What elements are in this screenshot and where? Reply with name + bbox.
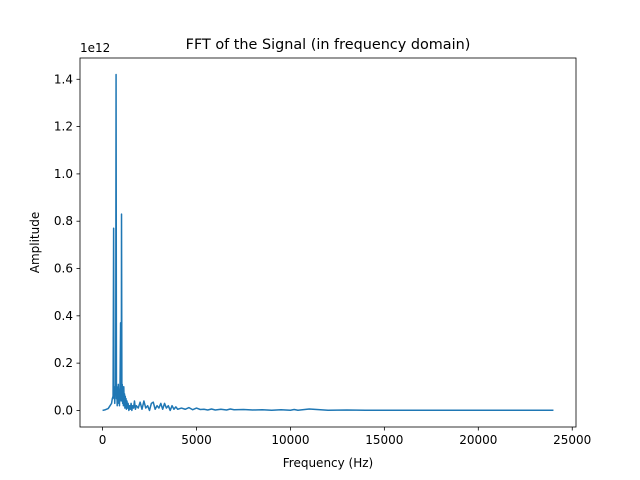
x-axis-label: Frequency (Hz) <box>283 456 374 470</box>
y-tick-label: 1.0 <box>54 167 73 181</box>
y-axis-ticks: 0.0 0.2 0.4 0.6 0.8 1.0 1.2 1.4 <box>54 72 80 417</box>
x-tick-label: 25000 <box>553 433 591 447</box>
x-tick-label: 5000 <box>181 433 212 447</box>
x-tick-label: 0 <box>99 433 107 447</box>
x-tick-label: 15000 <box>365 433 403 447</box>
chart-title: FFT of the Signal (in frequency domain) <box>186 37 471 53</box>
x-tick-label: 10000 <box>271 433 309 447</box>
y-tick-label: 1.4 <box>54 72 73 86</box>
plot-area-frame <box>79 57 577 428</box>
y-tick-label: 0.8 <box>54 214 73 228</box>
y-tick-label: 0.4 <box>54 309 73 323</box>
y-tick-label: 1.2 <box>54 120 73 134</box>
y-axis-label: Amplitude <box>28 212 42 274</box>
fft-series-line <box>102 73 554 412</box>
y-tick-label: 0.0 <box>54 403 73 417</box>
x-tick-label: 20000 <box>459 433 497 447</box>
y-offset-label: 1e12 <box>80 41 110 55</box>
y-tick-label: 0.2 <box>54 356 73 370</box>
y-tick-label: 0.6 <box>54 262 73 276</box>
x-axis-ticks: 0 5000 10000 15000 20000 25000 <box>99 427 591 447</box>
